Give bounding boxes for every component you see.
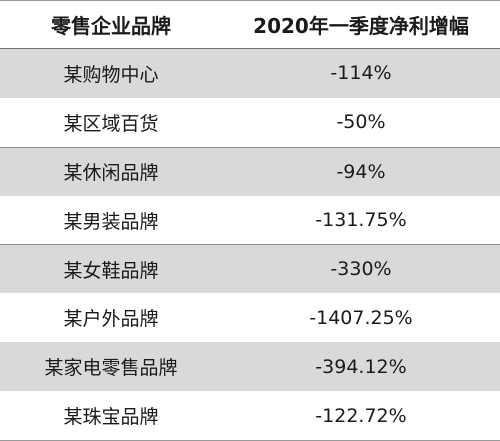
brand-cell: 某购物中心 [63,63,159,86]
brand-cell: 某女鞋品牌 [63,259,159,282]
growth-cell: -114% [330,62,392,85]
growth-cell: -122.72% [315,404,407,427]
table-row: 某休闲品牌 -94% [0,146,500,196]
growth-cell: -394.12% [315,355,407,378]
growth-cell: -1407.25% [309,306,413,329]
brand-cell: 某户外品牌 [63,308,159,331]
brand-cell: 某休闲品牌 [63,162,159,185]
header-net-profit-growth: 2020年一季度净利增幅 [253,13,469,38]
table-header-row: 零售企业品牌 2020年一季度净利增幅 [0,1,500,49]
growth-cell: -131.75% [315,209,407,231]
table-row: 某珠宝品牌 -122.72% [0,391,500,440]
table-row: 某区域百货 -50% [0,98,500,147]
brand-cell: 某珠宝品牌 [63,406,159,429]
table-row: 某男装品牌 -131.75% [0,196,500,245]
table-row: 某女鞋品牌 -330% [0,244,500,294]
growth-cell: -94% [336,160,386,183]
table-row: 某购物中心 -114% [0,48,500,98]
brand-cell: 某区域百货 [63,112,159,135]
growth-cell: -50% [336,111,386,134]
header-brand: 零售企业品牌 [51,13,171,38]
brand-cell: 某家电零售品牌 [44,357,178,380]
table-row: 某家电零售品牌 -394.12% [0,342,500,392]
brand-cell: 某男装品牌 [63,210,159,233]
table-row: 某户外品牌 -1407.25% [0,293,500,342]
growth-cell: -330% [330,258,392,281]
